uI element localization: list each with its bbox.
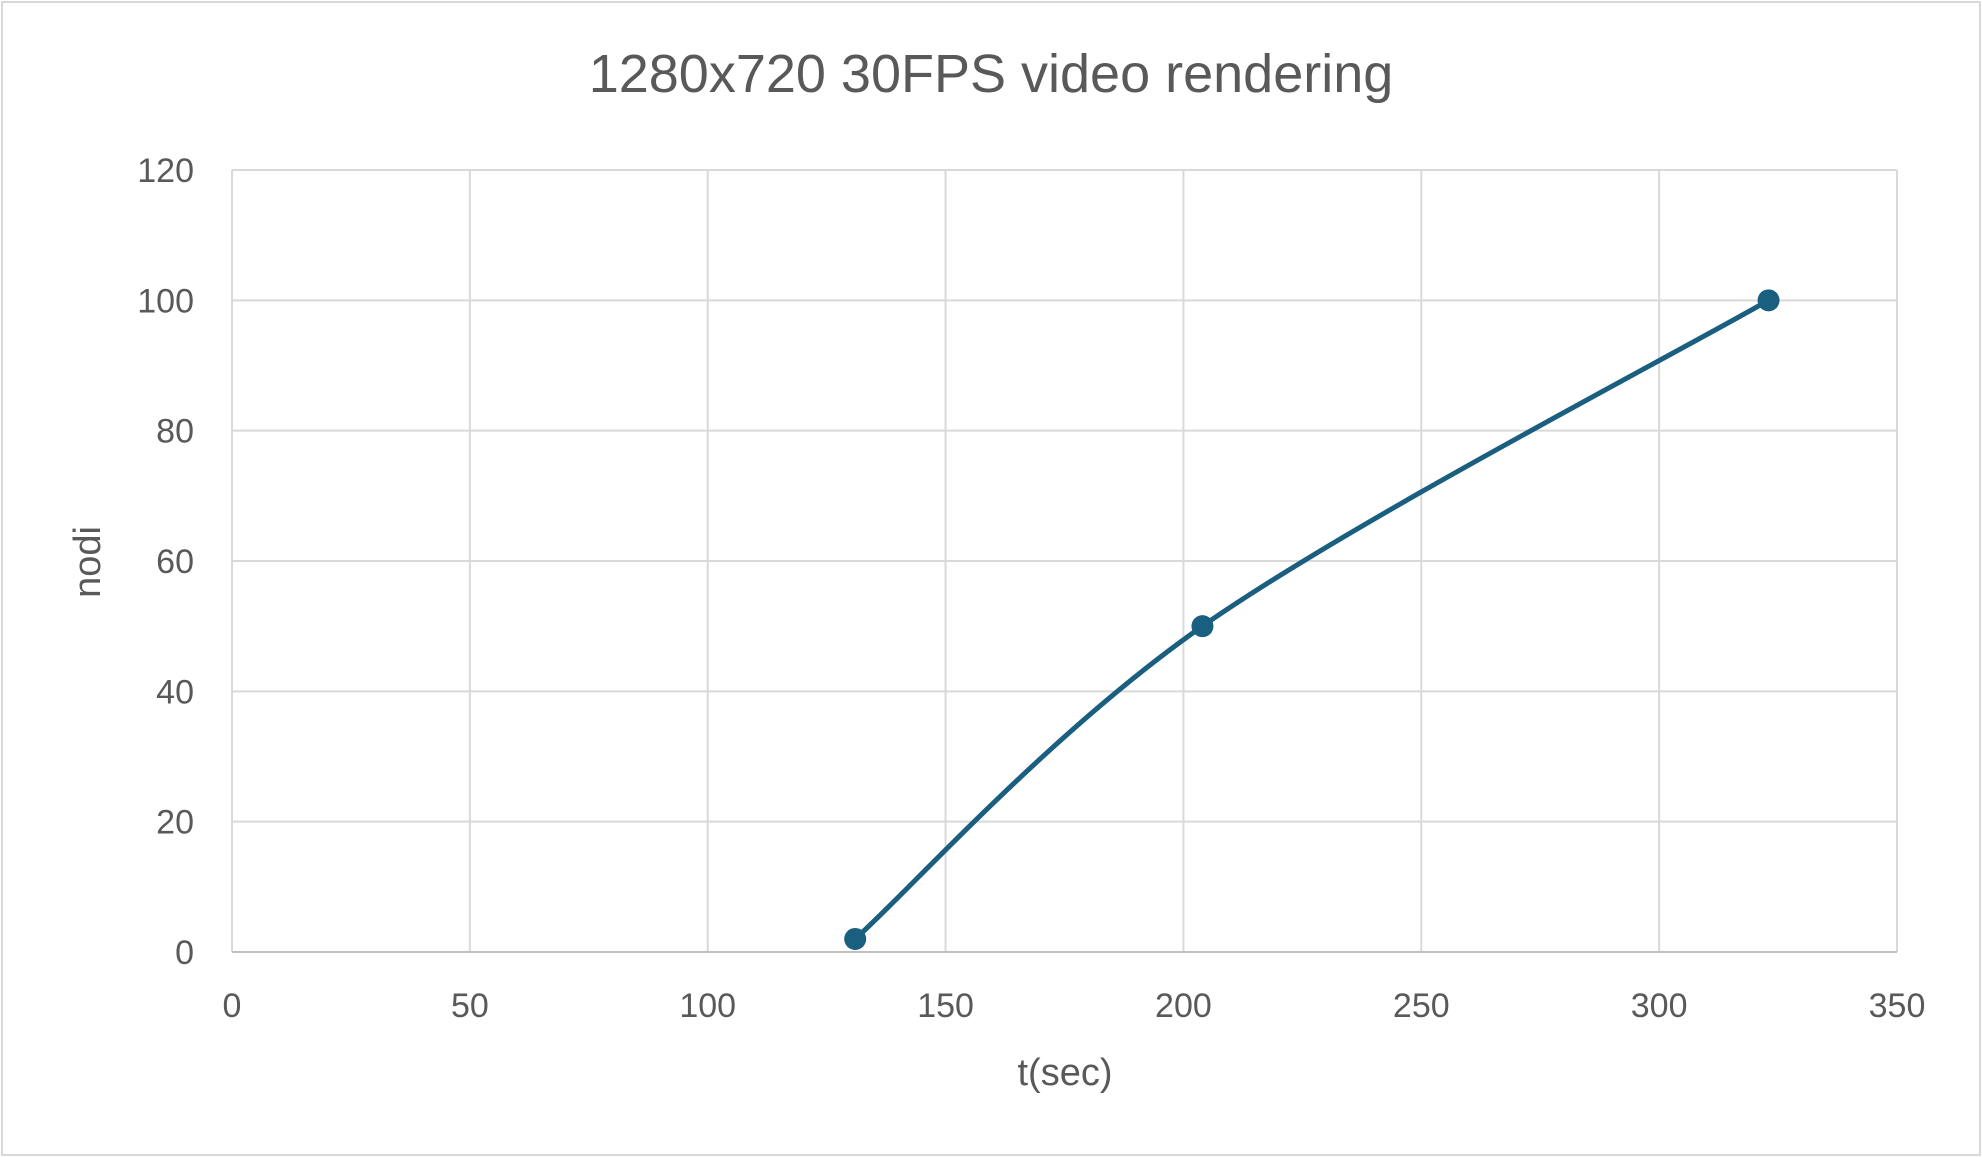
x-tick-label-50: 50 <box>451 987 489 1025</box>
x-tick-label-100: 100 <box>679 987 736 1025</box>
data-point-2 <box>1757 289 1780 312</box>
data-point-1 <box>1191 615 1214 638</box>
x-tick-label-350: 350 <box>1869 987 1926 1025</box>
tick-layer: 0 50 100 150 200 250 300 350 0 20 40 60 80 100 120 <box>137 152 1925 1025</box>
y-tick-label-60: 60 <box>156 543 194 581</box>
x-tick-label-200: 200 <box>1155 987 1212 1025</box>
y-tick-label-0: 0 <box>175 934 194 972</box>
data-point-0 <box>844 927 867 950</box>
x-tick-label-250: 250 <box>1393 987 1450 1025</box>
x-tick-label-150: 150 <box>917 987 974 1025</box>
y-tick-label-80: 80 <box>156 413 194 451</box>
chart-title: 1280x720 30FPS video rendering <box>589 44 1394 104</box>
grid-layer <box>231 169 1898 953</box>
x-axis-title: t(sec) <box>1018 1052 1113 1094</box>
y-tick-label-20: 20 <box>156 804 194 842</box>
series-line-0 <box>852 297 1772 942</box>
x-tick-label-0: 0 <box>223 987 242 1025</box>
series-layer <box>844 289 1780 950</box>
y-axis-title: nodi <box>67 526 109 598</box>
y-tick-label-40: 40 <box>156 673 194 711</box>
y-tick-label-120: 120 <box>137 152 194 190</box>
y-tick-label-100: 100 <box>137 282 194 320</box>
x-tick-label-300: 300 <box>1631 987 1688 1025</box>
